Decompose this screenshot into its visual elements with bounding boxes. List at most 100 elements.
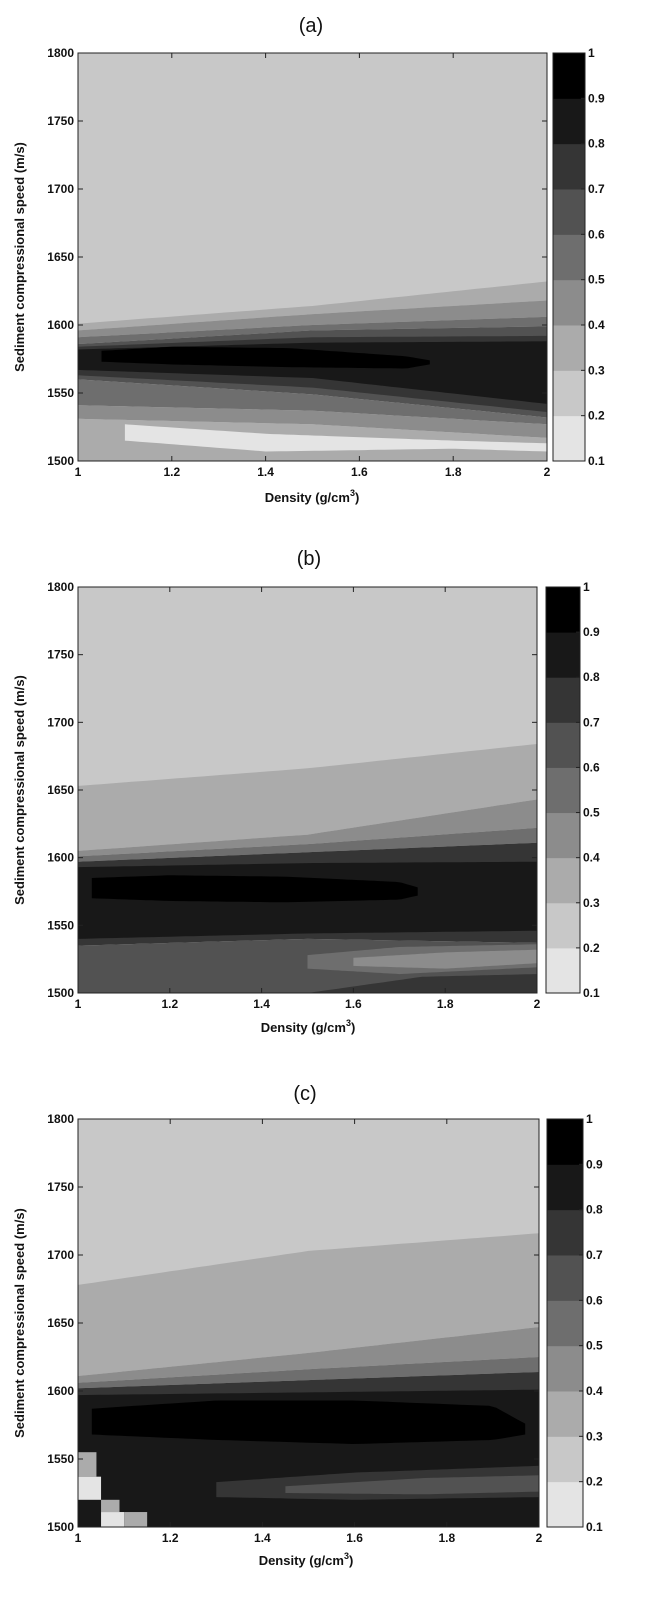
- contour-band-3: [78, 827, 537, 862]
- colorbar-segment: [553, 53, 585, 99]
- colorbar-segment: [547, 1300, 583, 1347]
- x-axis-label-end: ): [349, 1553, 353, 1568]
- contour-band-6: [91, 1400, 526, 1444]
- y-tick-label: 1550: [47, 1452, 74, 1466]
- colorbar-tick-label: 0.9: [583, 625, 600, 639]
- contour-plot: [78, 53, 547, 461]
- colorbar-segment: [546, 857, 580, 904]
- y-tick-label: 1750: [47, 1180, 74, 1194]
- colorbar-tick-label: 0.8: [583, 670, 600, 684]
- colorbar-tick-label: 0.7: [588, 182, 605, 196]
- y-tick-label: 1700: [47, 1248, 74, 1262]
- x-axis-label-sup: 3: [350, 488, 355, 498]
- colorbar-segment: [553, 279, 585, 326]
- colorbar-segment: [553, 370, 585, 417]
- y-tick-label: 1800: [47, 46, 74, 60]
- x-tick-label: 1: [75, 1531, 82, 1545]
- colorbar-frame: [552, 52, 586, 462]
- contour-band-2: [78, 300, 547, 338]
- y-tick-label: 1600: [47, 851, 74, 865]
- x-tick-label: 1.8: [445, 465, 462, 479]
- contour-band-8: [285, 1475, 539, 1495]
- y-tick-label: 1750: [47, 648, 74, 662]
- y-axis-label: Sediment compressional speed (m/s): [12, 1208, 27, 1438]
- y-tick-label: 1500: [47, 454, 74, 468]
- x-tick-label: 1.8: [438, 1531, 455, 1545]
- x-tick-label: 1.4: [253, 997, 270, 1011]
- colorbar-segment: [547, 1164, 583, 1211]
- colorbar-segment: [546, 677, 580, 723]
- x-axis-label-end: ): [355, 490, 359, 505]
- colorbar-tick-label: 1: [588, 46, 595, 60]
- contour-band-1: [78, 1233, 539, 1376]
- colorbar: 0.1 0.2 0.3 0.4 0.5 0.6 0.7 0.8 0.9 1: [546, 1112, 603, 1534]
- colorbar-segment: [547, 1345, 583, 1392]
- y-tick-label: 1800: [47, 580, 74, 594]
- colorbar-tick-label: 0.5: [586, 1339, 603, 1353]
- colorbar-segment: [553, 143, 585, 190]
- contour-block-5: [101, 1499, 120, 1513]
- colorbar-segment: [547, 1209, 583, 1256]
- x-tick-label: 1: [75, 997, 82, 1011]
- contour-plot: [78, 587, 537, 993]
- x-axis-label-main: Density (g/cm: [261, 1020, 346, 1035]
- x-tick-label: 1.8: [437, 997, 454, 1011]
- y-tick-label: 1800: [47, 1112, 74, 1126]
- x-tick-label: 2: [534, 997, 541, 1011]
- contour-band-2: [78, 1327, 539, 1383]
- y-tick-label: 1500: [47, 986, 74, 1000]
- contour-band-8: [78, 379, 547, 425]
- contour-band-9: [353, 949, 537, 969]
- x-axis-label: Density (g/cm3): [261, 1018, 356, 1035]
- x-axis-label-sup: 3: [344, 1551, 349, 1561]
- y-tick-label: 1550: [47, 386, 74, 400]
- colorbar-tick-label: 0.4: [586, 1384, 603, 1398]
- x-tick-label: 1.6: [345, 997, 362, 1011]
- colorbar-segment: [553, 98, 585, 145]
- colorbar-tick-label: 0.6: [588, 227, 605, 241]
- colorbar-segment: [546, 902, 580, 949]
- colorbar-tick-label: 1: [586, 1112, 593, 1126]
- y-tick-label: 1550: [47, 918, 74, 932]
- y-tick-label: 1600: [47, 318, 74, 332]
- contour-band-11: [124, 424, 547, 452]
- x-tick-label: 2: [536, 1531, 543, 1545]
- contour-band-6: [91, 875, 418, 903]
- y-tick-label: 1650: [47, 250, 74, 264]
- y-tick-label: 1600: [47, 1384, 74, 1398]
- y-axis-label: Sediment compressional speed (m/s): [12, 675, 27, 905]
- colorbar-tick-label: 0.9: [586, 1157, 603, 1171]
- colorbar-tick-label: 0.2: [583, 941, 600, 955]
- colorbar-frame: [546, 1118, 584, 1528]
- colorbar: 0.1 0.2 0.3 0.4 0.5 0.6 0.7 0.8 0.9 1: [552, 46, 605, 468]
- colorbar-tick-label: 0.2: [588, 409, 605, 423]
- colorbar-segment: [547, 1119, 583, 1165]
- x-axis-label-sup: 3: [346, 1018, 351, 1028]
- contour-block-2: [78, 1476, 102, 1500]
- colorbar-tick-label: 0.5: [588, 273, 605, 287]
- x-axis-label-main: Density (g/cm: [265, 490, 350, 505]
- contour-block-1: [78, 1452, 97, 1477]
- colorbar-tick-label: 0.6: [586, 1293, 603, 1307]
- colorbar-segment: [547, 1436, 583, 1483]
- contour-plot: [78, 1119, 539, 1527]
- x-tick-label: 1.6: [346, 1531, 363, 1545]
- y-tick-label: 1650: [47, 783, 74, 797]
- colorbar-tick-label: 0.3: [583, 896, 600, 910]
- x-axis-label-end: ): [351, 1020, 355, 1035]
- panel-1: (a) 1 1.2 1.4 1.6 1.8 2 1500 1550 1600 1650 1700 175…: [12, 15, 605, 505]
- panel-title: (c): [293, 1083, 316, 1105]
- y-tick-label: 1650: [47, 1316, 74, 1330]
- y-tick-label: 1750: [47, 114, 74, 128]
- colorbar-tick-label: 0.1: [586, 1520, 603, 1534]
- colorbar-segment: [546, 722, 580, 768]
- panel-title: (b): [297, 548, 321, 570]
- y-tick-label: 1700: [47, 715, 74, 729]
- colorbar-tick-label: 0.4: [588, 318, 605, 332]
- contour-band-7: [101, 346, 430, 369]
- y-tick-label: 1700: [47, 182, 74, 196]
- x-tick-label: 1.4: [254, 1531, 271, 1545]
- colorbar-segment: [546, 632, 580, 678]
- x-tick-label: 1: [75, 465, 82, 479]
